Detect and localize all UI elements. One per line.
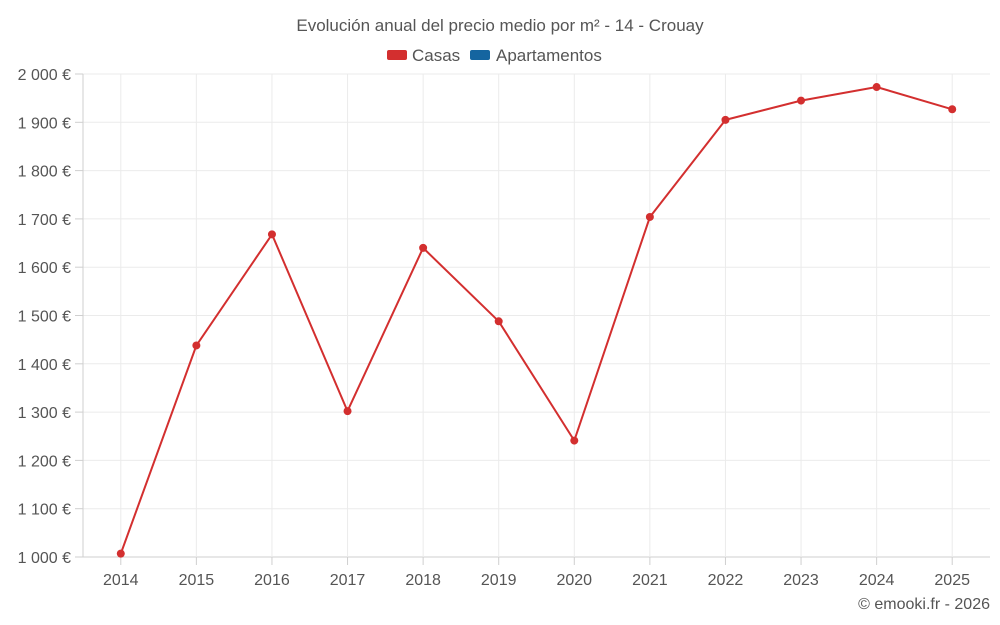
- legend-label-apartamentos[interactable]: Apartamentos: [496, 46, 602, 65]
- y-tick-label: 1 600 €: [18, 260, 71, 277]
- copyright-footer: © emooki.fr - 2026: [858, 596, 990, 613]
- x-tick-label: 2023: [783, 572, 819, 589]
- y-tick-label: 1 300 €: [18, 405, 71, 422]
- legend-swatch-apartamentos[interactable]: [470, 50, 490, 60]
- data-point[interactable]: [116, 549, 125, 558]
- x-tick-label: 2018: [405, 572, 441, 589]
- y-tick-label: 1 700 €: [18, 212, 71, 229]
- series-line-casas: [119, 86, 953, 554]
- y-tick-label: 1 100 €: [18, 502, 71, 519]
- data-point[interactable]: [797, 96, 806, 105]
- x-tick-label: 2022: [708, 572, 744, 589]
- x-tick-label: 2021: [632, 572, 668, 589]
- chart-title: Evolución anual del precio medio por m² …: [296, 16, 704, 35]
- x-tick-label: 2024: [859, 572, 895, 589]
- x-axis: 2014 2015 2016 2017 2018 2019 2020 2021 2022 2023…: [103, 557, 970, 589]
- x-tick-label: 2017: [330, 572, 366, 589]
- y-tick-label: 1 500 €: [18, 309, 71, 326]
- data-point[interactable]: [948, 105, 957, 114]
- series-casas: [116, 83, 957, 558]
- x-tick-label: 2020: [556, 572, 592, 589]
- y-tick-label: 1 400 €: [18, 357, 71, 374]
- data-point[interactable]: [570, 436, 579, 445]
- legend-swatch-casas[interactable]: [387, 50, 407, 60]
- x-tick-label: 2015: [179, 572, 215, 589]
- y-tick-label: 1 800 €: [18, 164, 71, 181]
- gridlines: [83, 73, 990, 558]
- y-tick-label: 2 000 €: [18, 67, 71, 84]
- y-tick-label: 1 900 €: [18, 115, 71, 132]
- data-point[interactable]: [872, 83, 881, 92]
- x-tick-label: 2016: [254, 572, 290, 589]
- legend: Casas Apartamentos: [387, 46, 602, 65]
- data-point[interactable]: [343, 407, 352, 416]
- x-tick-label: 2019: [481, 572, 517, 589]
- y-tick-label: 1 000 €: [18, 550, 71, 567]
- x-tick-label: 2025: [934, 572, 970, 589]
- y-axis: 1 000 € 1 100 € 1 200 € 1 300 € 1 400 € 1 500…: [18, 67, 84, 567]
- data-point[interactable]: [267, 230, 276, 239]
- y-tick-label: 1 200 €: [18, 453, 71, 470]
- legend-label-casas[interactable]: Casas: [412, 46, 460, 65]
- data-point[interactable]: [192, 341, 201, 350]
- data-point[interactable]: [721, 115, 730, 124]
- data-point[interactable]: [419, 243, 428, 252]
- x-tick-label: 2014: [103, 572, 139, 589]
- data-point[interactable]: [494, 317, 503, 326]
- data-point[interactable]: [645, 212, 654, 221]
